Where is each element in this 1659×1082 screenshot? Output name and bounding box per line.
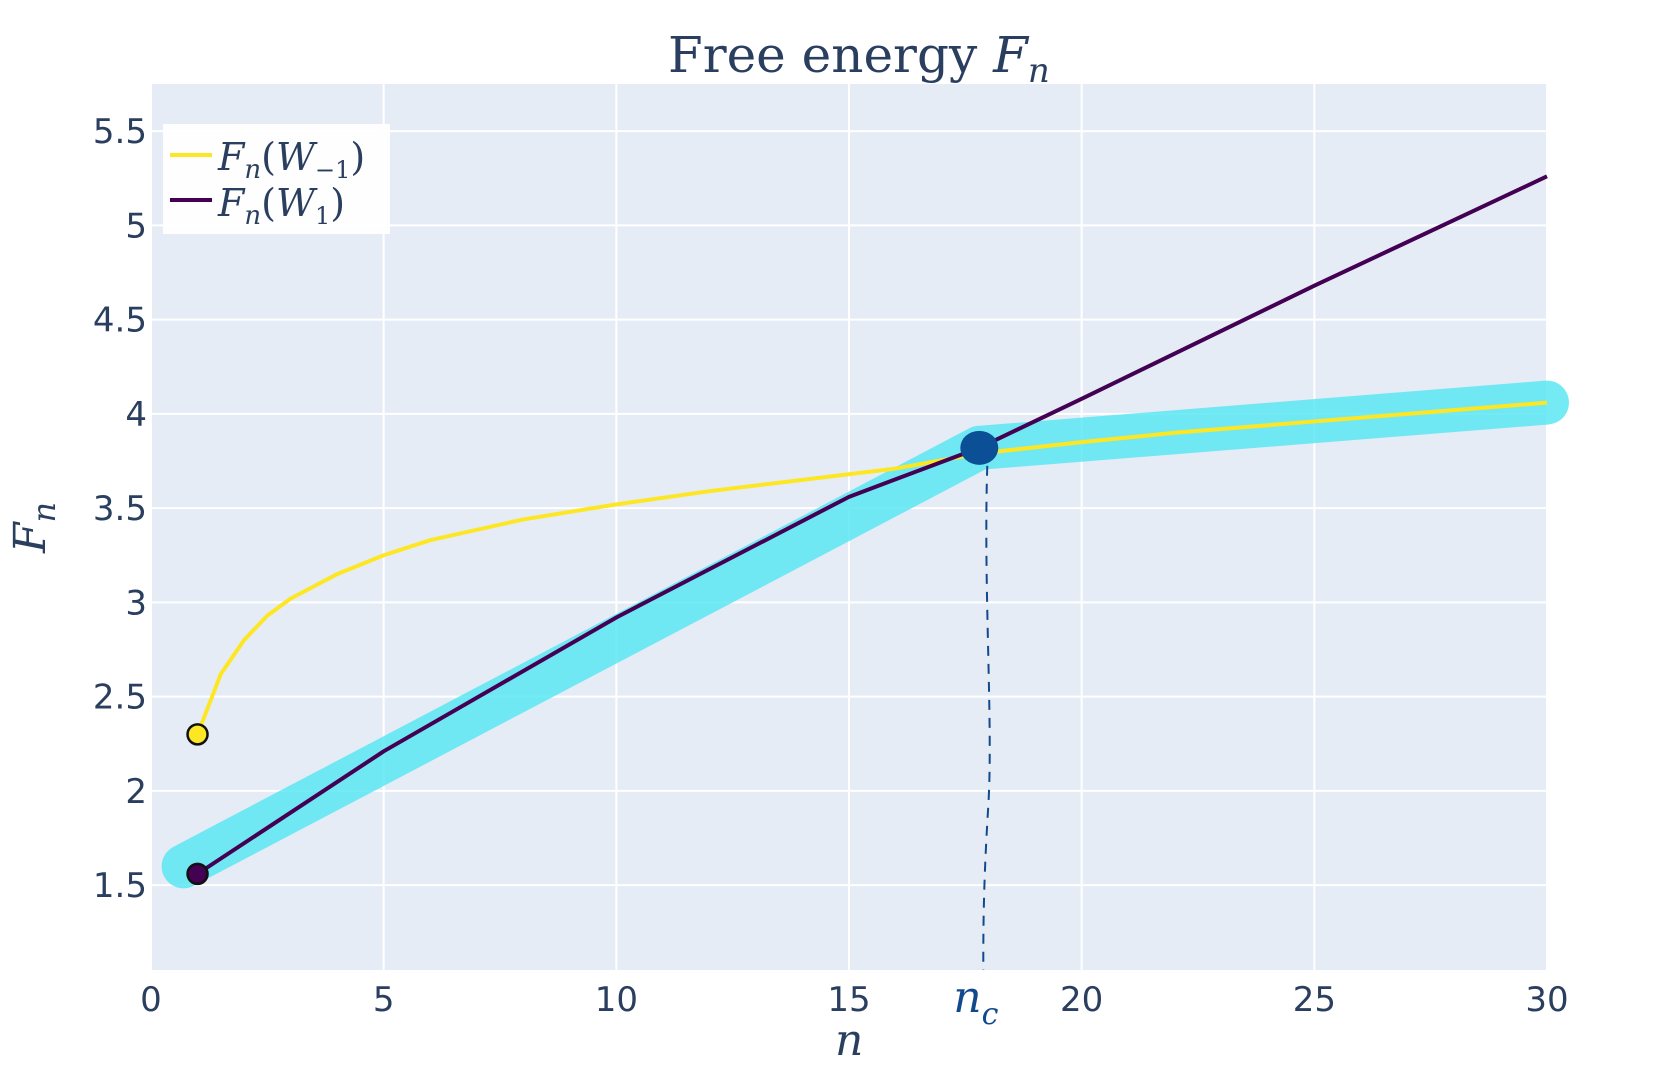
critical-label-main: n xyxy=(953,972,981,1023)
legend-1-open: ( xyxy=(261,181,276,225)
legend-0-argsub: −1 xyxy=(315,156,350,184)
y-tick-label: 4 xyxy=(125,395,147,435)
legend-1-arg: W xyxy=(276,181,318,225)
legend-label-w-minus-1: Fn(W−1) xyxy=(217,135,365,185)
intersection-marker xyxy=(960,430,999,465)
y-tick-label: 1.5 xyxy=(93,866,147,906)
legend-0-arg: W xyxy=(276,135,318,179)
y-axis-label-group: Fn xyxy=(5,502,63,554)
series-start-marker-0 xyxy=(186,723,209,746)
legend-0-open: ( xyxy=(261,135,276,179)
x-tick-label: 15 xyxy=(827,980,870,1020)
y-tick-label: 4.5 xyxy=(93,301,147,341)
series-line-1 xyxy=(196,174,1548,876)
start-markers xyxy=(186,723,209,886)
legend-1-sub: n xyxy=(244,201,261,231)
series-line-0 xyxy=(195,400,1548,736)
legend-0-close: ) xyxy=(350,135,365,179)
chart-title-main: Free energy xyxy=(668,26,993,84)
y-tick-label: 2 xyxy=(125,772,147,812)
chart-title-var: F xyxy=(992,26,1030,84)
x-tick-label: 0 xyxy=(140,980,162,1020)
y-tick-label: 3 xyxy=(125,583,147,623)
y-axis-label: Fn xyxy=(5,502,63,554)
legend-0-sub: n xyxy=(244,155,261,185)
series-lines xyxy=(195,174,1548,876)
x-tick-label: 25 xyxy=(1293,980,1336,1020)
x-tick-label: 10 xyxy=(595,980,638,1020)
legend-1-argsub: 1 xyxy=(315,202,330,230)
y-axis-label-sub: n xyxy=(25,502,63,523)
legend-1-var: F xyxy=(217,181,246,225)
chart-title-sub: n xyxy=(1028,51,1050,91)
y-tick-label: 5 xyxy=(125,206,147,246)
legend-label-w-1: Fn(W1) xyxy=(217,181,345,231)
x-tick-label: 20 xyxy=(1060,980,1103,1020)
critical-label: nc xyxy=(953,972,998,1032)
x-tick-label: 30 xyxy=(1525,980,1568,1020)
chart-title: Free energy Fn xyxy=(668,26,1050,91)
x-tick-label: 5 xyxy=(373,980,395,1020)
legend-0-var: F xyxy=(217,135,246,179)
y-axis-label-var: F xyxy=(5,521,56,554)
critical-label-sub: c xyxy=(982,997,999,1032)
legend-box xyxy=(163,124,390,234)
series-start-marker-1 xyxy=(186,862,209,886)
y-tick-label: 2.5 xyxy=(93,678,147,718)
y-tick-labels: 1.5 2 2.5 3 3.5 4 4.5 5 5.5 xyxy=(93,112,147,906)
legend-1-close: ) xyxy=(330,181,345,225)
x-tick-labels: 0 5 10 15 20 25 30 xyxy=(140,980,1568,1020)
legend: Fn(W−1) Fn(W1) xyxy=(163,124,390,234)
x-axis-label: n xyxy=(835,1015,863,1066)
y-tick-label: 3.5 xyxy=(93,489,147,529)
critical-guide-line xyxy=(982,465,991,971)
y-tick-label: 5.5 xyxy=(93,112,147,152)
grid-lines xyxy=(150,84,1548,970)
